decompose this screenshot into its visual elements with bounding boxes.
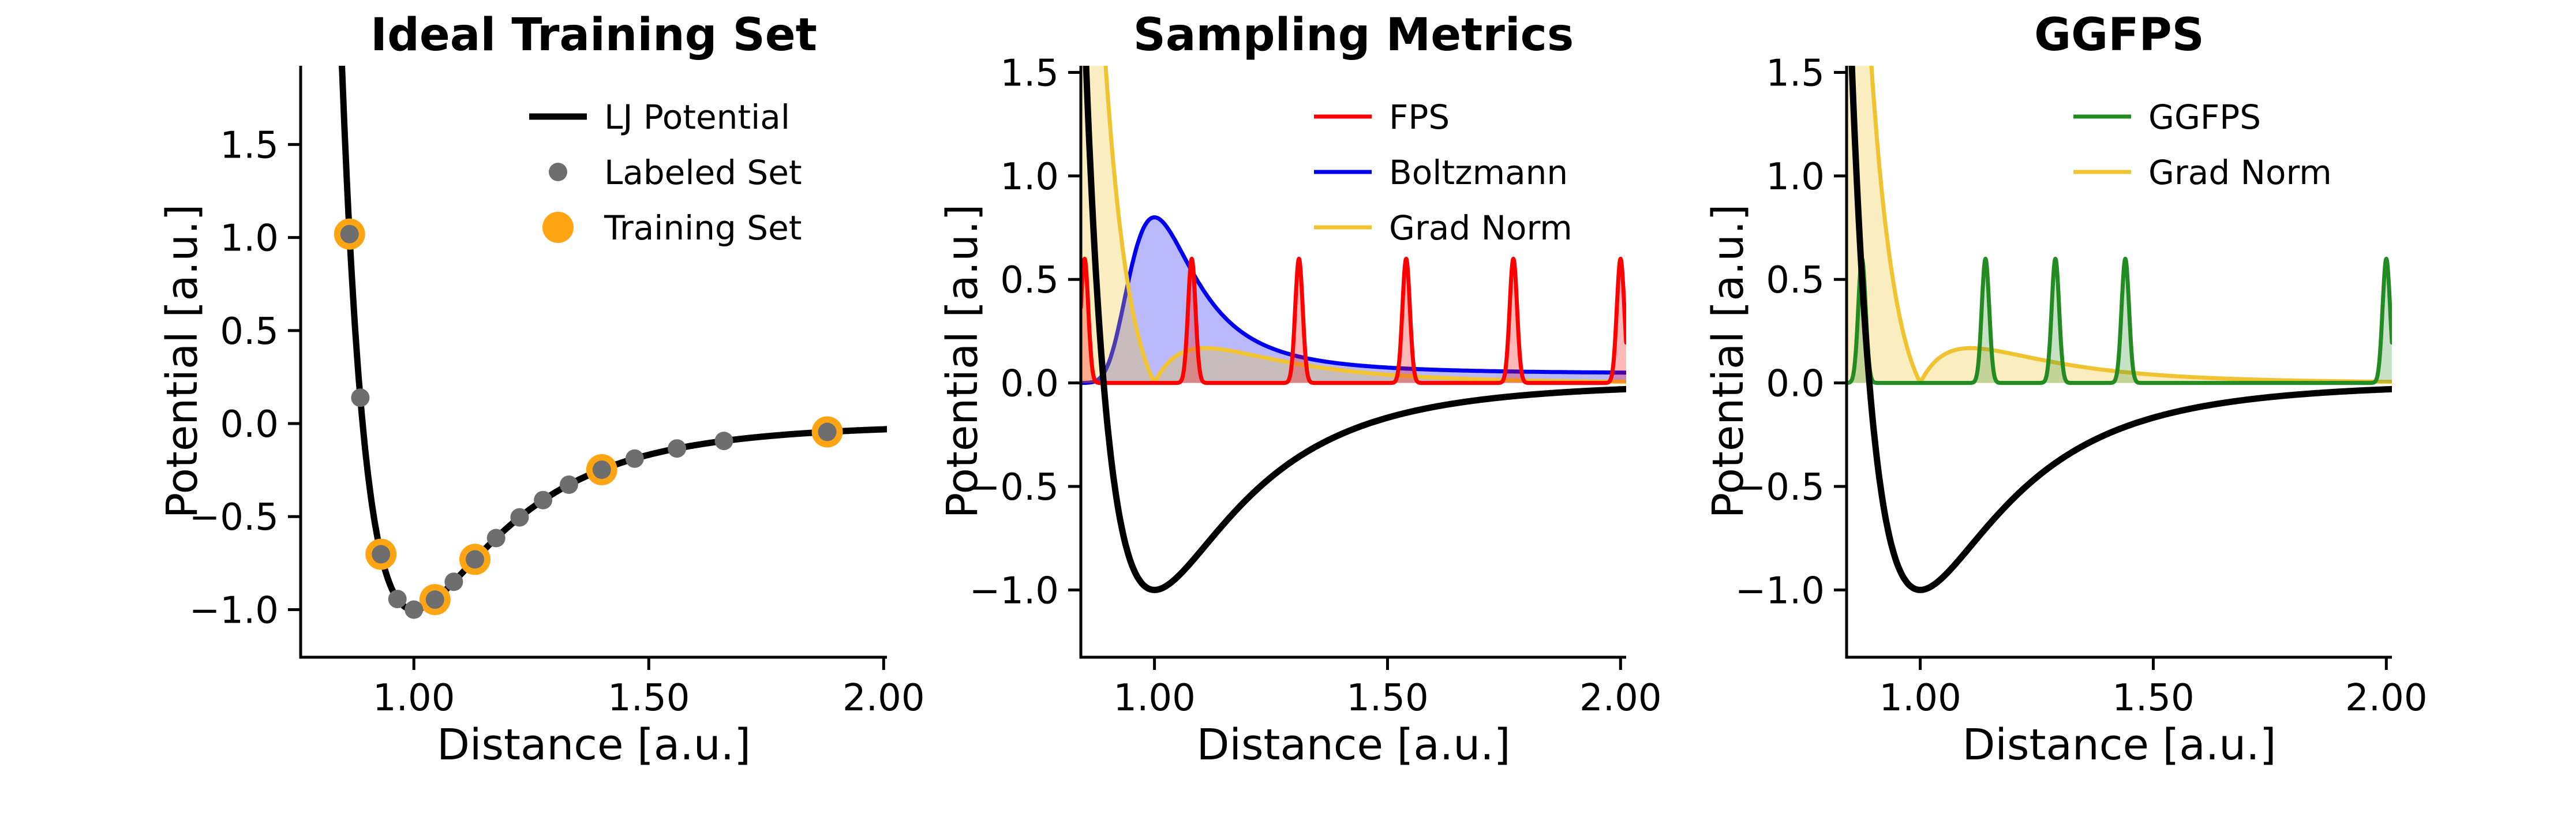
legend-label-training-set: Training Set	[604, 208, 802, 248]
legend-swatch-labeled-set	[549, 163, 567, 181]
curve-ggfps	[1847, 256, 2392, 385]
panel-2-xaxis-label: Distance [a.u.]	[1196, 720, 1511, 770]
fill-boltzmann	[1081, 217, 1626, 383]
y-tick-label: 1.5	[220, 124, 279, 167]
y-tick-label: 1.0	[1766, 156, 1825, 198]
panel-2-yaxis-label: Potential [a.u.]	[938, 204, 987, 519]
y-tick-label: 0.5	[1000, 259, 1059, 302]
dot-labeled-set	[625, 449, 644, 468]
plot-area-2	[1081, 66, 1626, 593]
dot-labeled-set	[818, 422, 837, 441]
dot-labeled-set	[388, 590, 407, 609]
x-tick-label: 1.50	[608, 677, 690, 720]
curve-lj-potential	[339, 66, 887, 613]
y-tick-label: 0.0	[220, 403, 279, 446]
dot-labeled-set	[351, 388, 370, 407]
dot-labeled-set	[592, 460, 611, 479]
dot-labeled-set	[714, 432, 733, 451]
panel-1-xaxis-label: Distance [a.u.]	[436, 720, 751, 770]
dot-labeled-set	[668, 439, 687, 458]
y-tick-label: 1.0	[220, 218, 279, 260]
y-tick-label: 1.0	[1000, 156, 1059, 198]
plot-area-1	[334, 66, 887, 619]
panel-3-xaxis-label: Distance [a.u.]	[1962, 720, 2277, 770]
panel-3-yaxis-label: Potential [a.u.]	[1703, 204, 1753, 519]
panel-1-title: Ideal Training Set	[370, 9, 817, 61]
y-tick-label: 0.0	[1000, 363, 1059, 406]
dot-labeled-set	[405, 600, 424, 619]
legend-swatch-training-set	[542, 212, 574, 243]
x-tick-label: 1.50	[2112, 677, 2195, 720]
panel-3-title: GGFPS	[2034, 9, 2204, 61]
curve-fps	[1081, 256, 1626, 385]
plot-area-3	[1847, 66, 2392, 593]
curve-grad-norm	[1103, 66, 1626, 385]
curve-lj-potential	[1848, 66, 2392, 593]
legend-label-lj-potential: LJ Potential	[604, 98, 790, 137]
dot-labeled-set	[510, 508, 529, 527]
x-tick-label: 2.00	[843, 677, 925, 720]
legend-label-labeled-set: Labeled Set	[604, 153, 802, 192]
y-tick-label: −0.5	[969, 466, 1059, 509]
legend-label-boltzmann: Boltzmann	[1389, 153, 1568, 192]
dot-labeled-set	[425, 590, 444, 609]
legend-label-fps: FPS	[1389, 98, 1450, 137]
y-tick-label: −1.0	[1735, 570, 1825, 612]
y-tick-label: 1.5	[1766, 52, 1825, 95]
y-tick-label: −1.0	[189, 589, 279, 632]
y-tick-label: 0.5	[1766, 259, 1825, 302]
legend-label-grad-norm: Grad Norm	[1389, 208, 1572, 248]
curve-boltzmann	[1081, 215, 1626, 385]
y-tick-label: 0.0	[1766, 363, 1825, 406]
dot-labeled-set	[466, 550, 484, 569]
y-tick-label: 1.5	[1000, 52, 1059, 95]
x-tick-label: 1.50	[1346, 677, 1429, 720]
legend-label-grad-norm: Grad Norm	[2148, 153, 2332, 192]
panel-1-yaxis-label: Potential [a.u.]	[158, 204, 207, 519]
x-tick-label: 2.00	[1579, 677, 1662, 720]
legend-label-ggfps: GGFPS	[2148, 98, 2261, 137]
y-tick-label: −1.0	[969, 570, 1059, 612]
dot-labeled-set	[486, 529, 506, 548]
y-tick-label: 0.5	[220, 310, 279, 353]
y-tick-label: −0.5	[189, 496, 279, 539]
dot-labeled-set	[340, 224, 359, 244]
x-tick-label: 1.00	[373, 677, 455, 720]
axes-spines-2	[1079, 66, 1626, 659]
dot-labeled-set	[372, 545, 391, 564]
dot-labeled-set	[559, 475, 578, 494]
axes-spines-3	[1845, 66, 2392, 659]
y-tick-label: −0.5	[1735, 466, 1825, 509]
x-tick-label: 1.00	[1113, 677, 1196, 720]
x-tick-label: 1.00	[1879, 677, 1961, 720]
x-tick-label: 2.00	[2345, 677, 2428, 720]
curve-grad-norm	[1869, 66, 2392, 385]
axes-spines-1	[299, 66, 887, 659]
curve-lj-potential	[1083, 66, 1626, 593]
panel-2-title: Sampling Metrics	[1133, 9, 1574, 61]
dot-labeled-set	[444, 572, 463, 591]
fill-grad-norm	[1847, 66, 2392, 383]
fill-grad-norm	[1081, 66, 1626, 383]
dot-labeled-set	[534, 490, 553, 510]
